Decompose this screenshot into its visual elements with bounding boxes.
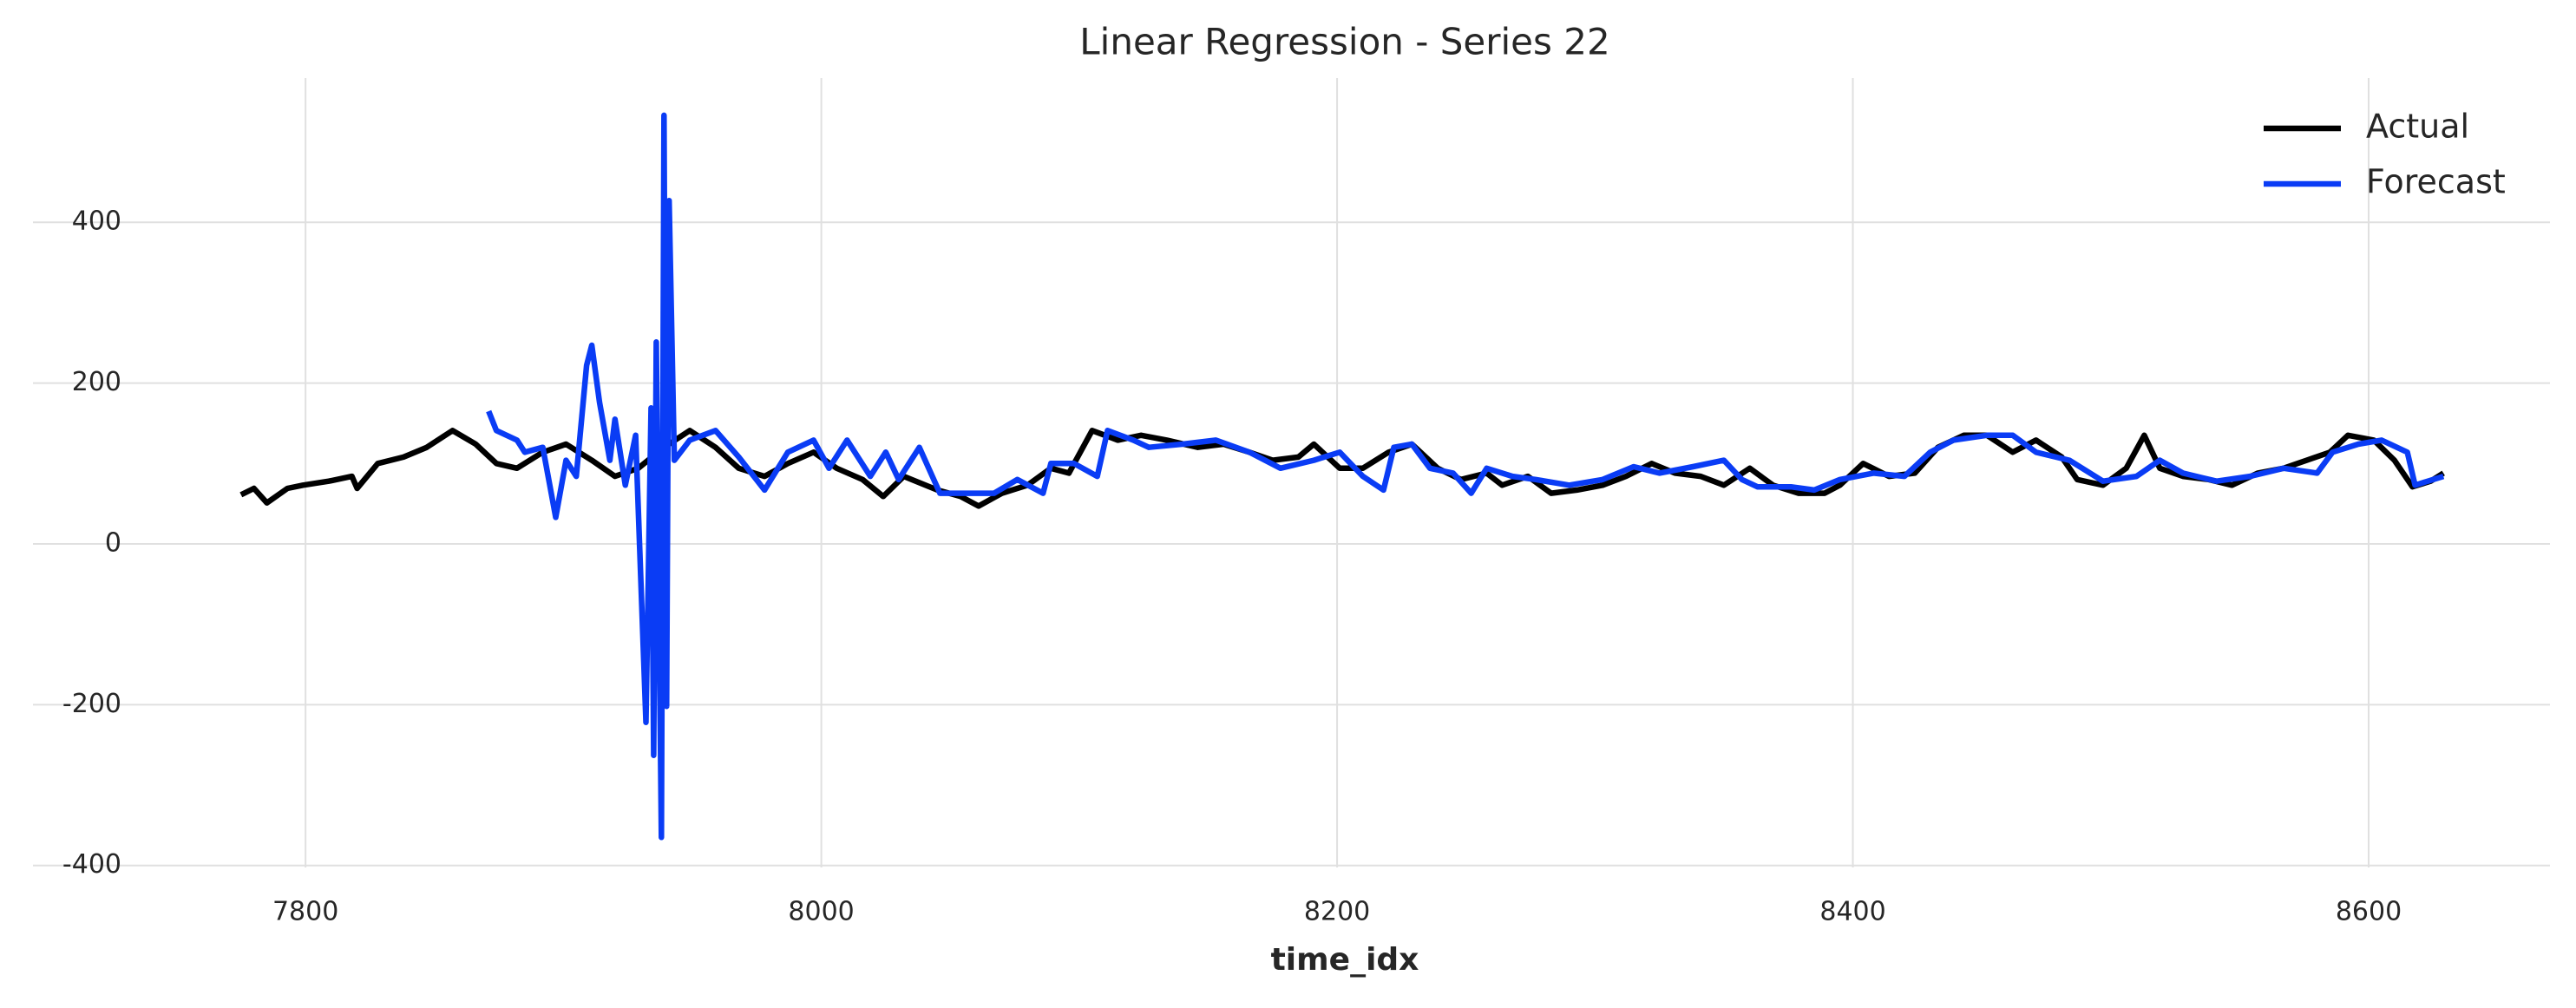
x-tick-label: 7800 (272, 897, 338, 927)
x-tick-label: 8600 (2336, 897, 2402, 927)
y-tick-label: 0 (105, 527, 121, 558)
y-tick-label: 200 (72, 367, 121, 397)
chart-title: Linear Regression - Series 22 (1079, 21, 1609, 63)
x-axis-label: time_idx (1271, 942, 1419, 978)
y-tick-label: -400 (62, 849, 121, 880)
series-line (486, 112, 2445, 841)
x-tick-label: 8400 (1819, 897, 1885, 927)
legend-label: Forecast (2366, 163, 2506, 201)
x-tick-label: 8200 (1304, 897, 1370, 927)
y-tick-label: -200 (62, 689, 121, 719)
legend-label: Actual (2366, 108, 2469, 146)
series-line (239, 428, 2445, 509)
x-tick-label: 8000 (788, 897, 854, 927)
y-tick-label: 400 (72, 206, 121, 237)
